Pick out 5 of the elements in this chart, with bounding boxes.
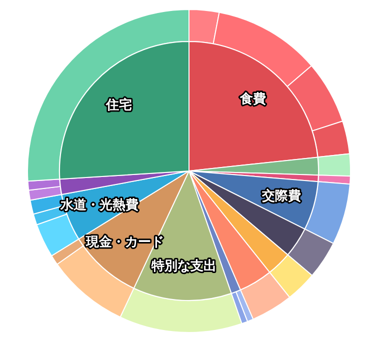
slice-label: 特別な支出: [150, 259, 216, 274]
slice-label: 食費: [239, 92, 266, 108]
slice-label: 現金・カード: [85, 234, 164, 250]
slice-label: 住宅: [105, 96, 132, 113]
slice-label: 交際費: [260, 188, 301, 204]
